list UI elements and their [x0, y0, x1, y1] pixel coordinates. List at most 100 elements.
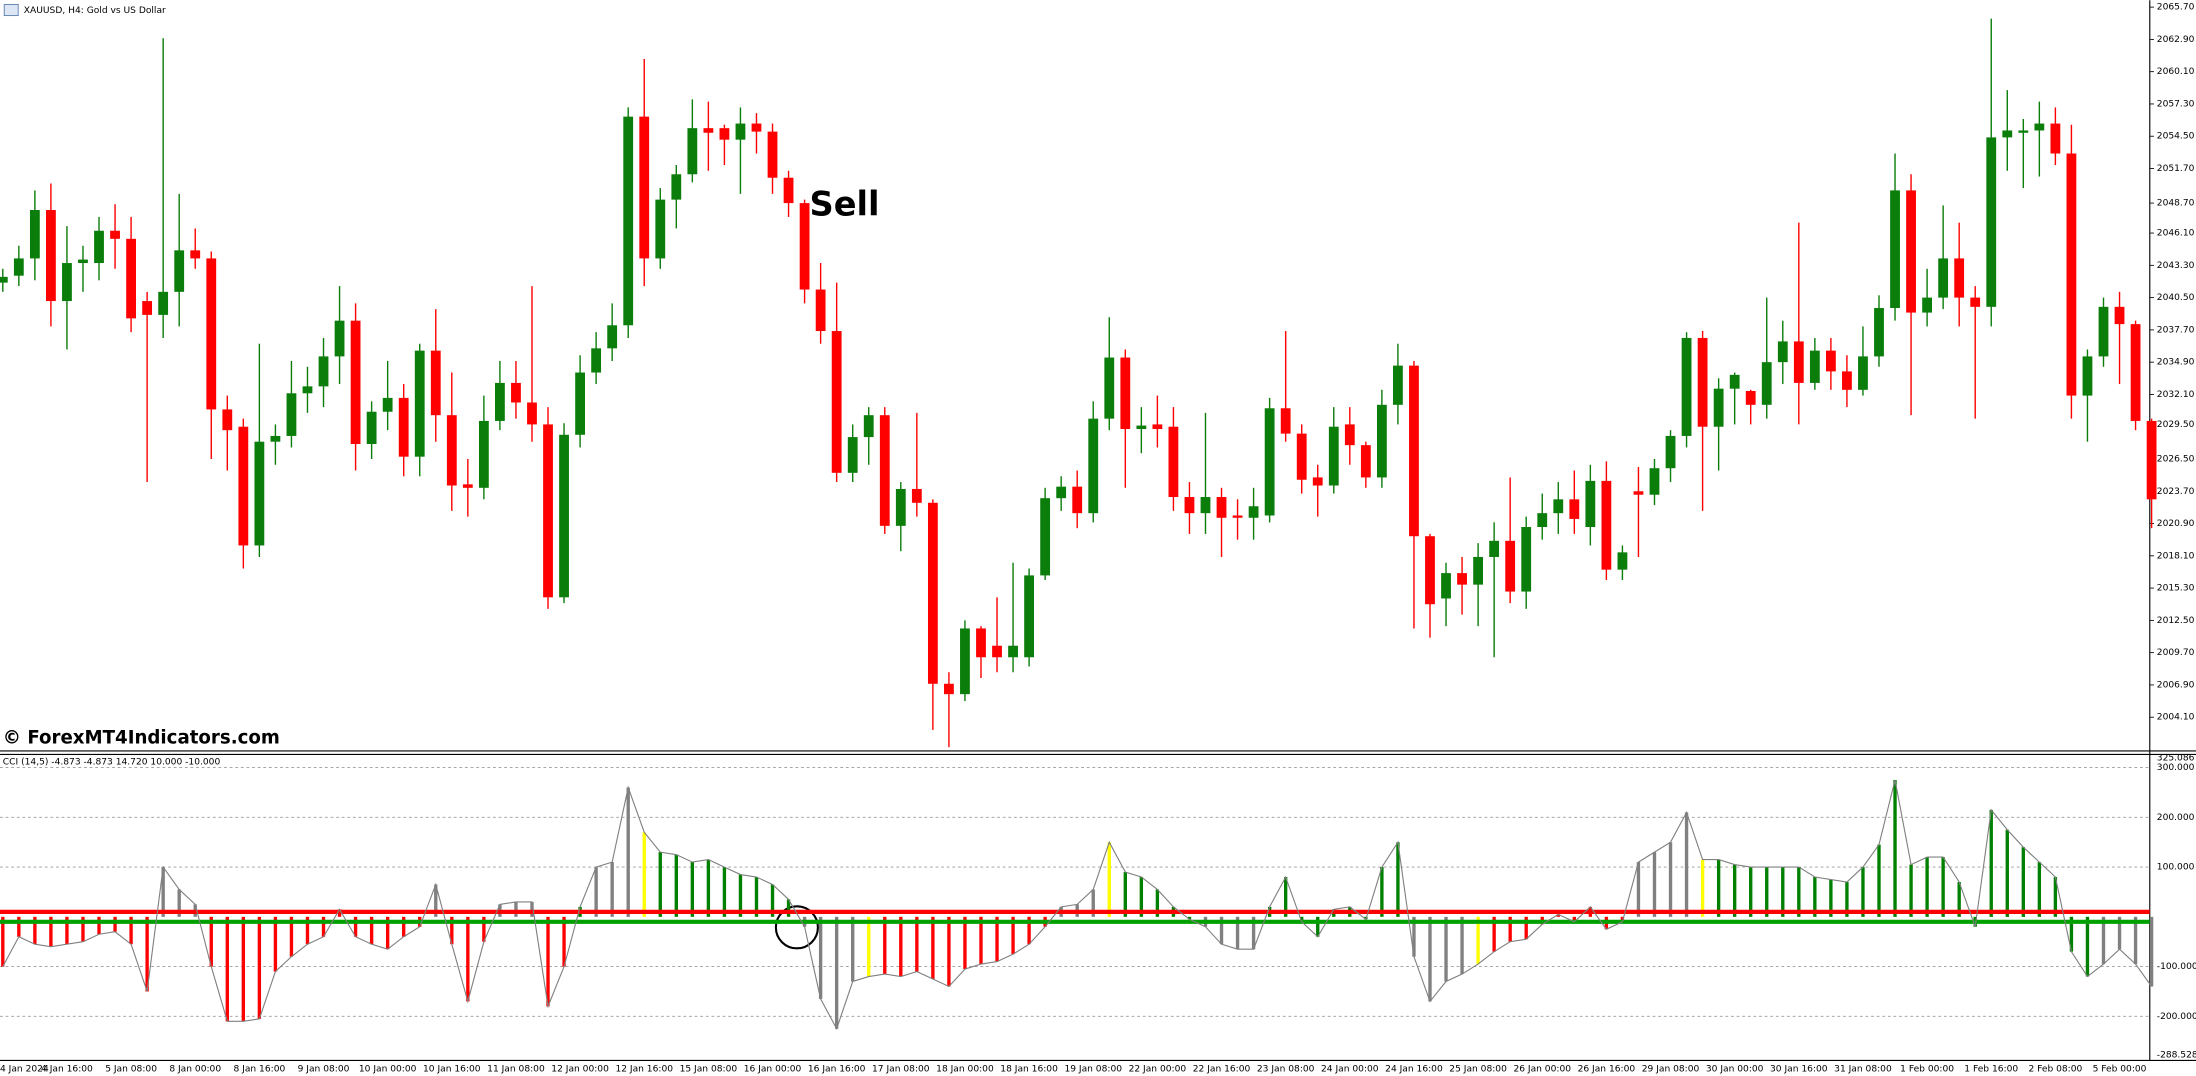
candle-body — [1072, 486, 1083, 514]
candle-body — [1457, 573, 1467, 585]
y-tick-label: 2034.90 — [2157, 358, 2195, 368]
candle-body — [767, 131, 778, 178]
candle-body — [511, 382, 521, 403]
candle-body — [62, 263, 72, 302]
y-tick-label: 2023.70 — [2157, 487, 2195, 497]
x-tick-label: 15 Jan 08:00 — [680, 1064, 738, 1074]
candle-body — [2098, 306, 2109, 357]
candle-body — [318, 356, 329, 387]
candle-body — [1136, 425, 1147, 430]
x-tick-label: 29 Jan 08:00 — [1642, 1064, 1700, 1074]
candle-body — [1376, 404, 1387, 478]
candle-body — [1264, 408, 1275, 516]
candle-body — [1441, 573, 1451, 599]
candle-body — [1489, 540, 1500, 557]
candle-body — [29, 210, 40, 259]
candle-body — [639, 116, 650, 259]
y-tick-label: -100.000 — [2157, 962, 2196, 972]
candle-body — [1553, 499, 1564, 514]
x-tick-label: 4 Jan 16:00 — [41, 1064, 93, 1074]
candle-body — [559, 434, 569, 598]
y-tick-label: 2051.70 — [2157, 164, 2195, 174]
candle-body — [2050, 123, 2061, 154]
x-tick-label: 12 Jan 00:00 — [551, 1064, 609, 1074]
candle-body — [2082, 356, 2093, 396]
candle-body — [2114, 306, 2125, 325]
candle-body — [1104, 357, 1115, 419]
candle-body — [238, 426, 249, 546]
y-tick-label: 2062.90 — [2157, 35, 2195, 45]
candle-body — [1777, 341, 1788, 363]
candle-body — [911, 488, 922, 503]
y-tick-label: 2012.50 — [2157, 616, 2195, 626]
cci-line — [2, 779, 2153, 1031]
candle-body — [751, 123, 762, 132]
candle-body — [799, 203, 810, 290]
y-tick-label: 2057.30 — [2157, 99, 2195, 109]
x-tick-label: 5 Jan 08:00 — [105, 1064, 157, 1074]
y-tick-label: 100.000 — [2157, 863, 2195, 873]
candle-body — [1665, 435, 1676, 469]
candle-body — [1184, 497, 1195, 514]
candle-body — [1280, 408, 1291, 434]
candle-body — [671, 174, 682, 200]
x-tick-label: 17 Jan 08:00 — [872, 1064, 930, 1074]
watermark: © ForexMT4Indicators.com — [3, 727, 280, 748]
candle-body — [2146, 420, 2157, 500]
candle-body — [976, 628, 986, 658]
candle-body — [1569, 499, 1580, 519]
candle-body — [543, 424, 553, 598]
candle-body — [1088, 418, 1099, 514]
candle-body — [1216, 497, 1227, 518]
x-tick-label: 11 Jan 08:00 — [487, 1064, 545, 1074]
candle-body — [13, 258, 24, 276]
candle-body — [190, 250, 201, 259]
candle-body — [1633, 491, 1644, 495]
x-tick-label: 18 Jan 00:00 — [936, 1064, 994, 1074]
candle-body — [1473, 556, 1484, 585]
candle-body — [1858, 356, 1868, 390]
candle-body — [1344, 424, 1355, 446]
candle-body — [591, 348, 602, 373]
candle-body — [1825, 350, 1836, 372]
candle-body — [1986, 137, 1997, 307]
candle-body — [478, 420, 489, 488]
y-tick-label: 2015.30 — [2157, 584, 2195, 594]
candle-body — [158, 291, 169, 315]
candle-body — [1922, 297, 1933, 313]
x-tick-label: 10 Jan 16:00 — [423, 1064, 481, 1074]
x-tick-label: 1 Feb 00:00 — [1900, 1064, 1954, 1074]
candle-body — [46, 210, 56, 302]
candle-body — [527, 402, 537, 425]
annotation: Sell — [809, 185, 879, 224]
candle-body — [735, 123, 746, 140]
candle-body — [350, 320, 361, 445]
candle-body — [398, 397, 409, 457]
candle-body — [1360, 445, 1371, 478]
candle-body — [1585, 480, 1596, 528]
candle-body — [1328, 426, 1339, 486]
candle-body — [1296, 433, 1307, 480]
candle-body — [1505, 540, 1516, 592]
candle-body — [495, 382, 505, 421]
y-tick-label: 200.000 — [2157, 813, 2195, 823]
candle-body — [703, 128, 714, 133]
candle-body — [1809, 350, 1820, 383]
candle-body — [960, 628, 970, 695]
candle-body — [1120, 357, 1131, 430]
y-tick-label: -200.000 — [2157, 1012, 2196, 1022]
x-tick-label: 16 Jan 16:00 — [808, 1064, 866, 1074]
candle-body — [1425, 536, 1435, 605]
candle-body — [1713, 388, 1724, 427]
candle-body — [1024, 575, 1034, 658]
candle-body — [895, 488, 906, 526]
candle-body — [446, 415, 457, 486]
candle-body — [126, 238, 136, 319]
candle-body — [110, 230, 120, 239]
candle-body — [1409, 365, 1419, 537]
candle-body — [1954, 258, 1965, 298]
candle-body — [382, 397, 393, 412]
x-tick-label: 4 Jan 2024 — [0, 1064, 49, 1074]
candle-body — [815, 289, 826, 332]
y-tick-label: 2046.10 — [2157, 229, 2195, 239]
